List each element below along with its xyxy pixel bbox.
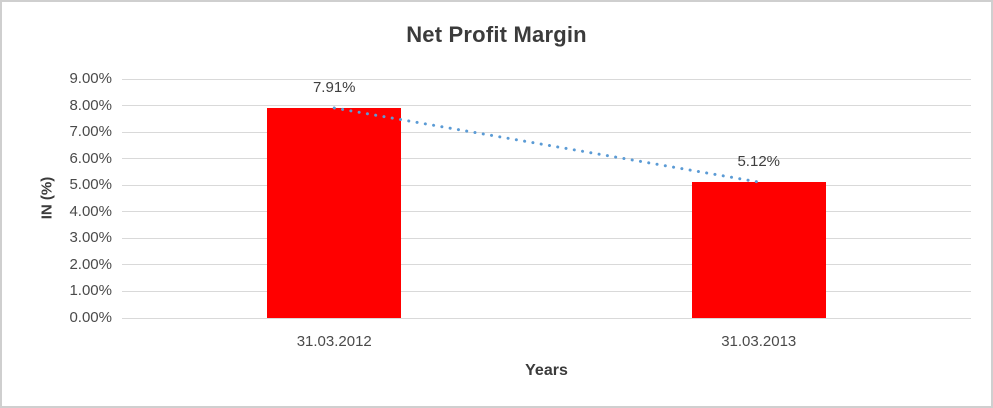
x-axis-title: Years	[525, 362, 568, 379]
gridline	[122, 237, 971, 239]
data-label: 5.12%	[737, 153, 781, 171]
y-tick-label: 9.00%	[69, 70, 112, 87]
y-tick-label: 6.00%	[69, 149, 112, 167]
y-tick-label: 2.00%	[69, 255, 112, 273]
trendline	[332, 106, 761, 184]
data-label: 7.91%	[312, 78, 356, 96]
gridline	[122, 78, 971, 80]
y-tick-label: 7.00%	[69, 123, 112, 141]
bar	[267, 107, 402, 318]
y-tick-label: 4.00%	[69, 202, 112, 220]
gridline	[122, 184, 971, 186]
plot-area	[122, 78, 971, 319]
x-tick-label: 31.03.2013	[721, 333, 797, 350]
gridline	[122, 264, 971, 266]
y-tick-label: 5.00%	[69, 176, 112, 194]
gridline	[122, 158, 971, 160]
chart-title: Net Profit Margin	[406, 22, 587, 47]
gridline	[122, 290, 971, 292]
y-tick-label: 8.00%	[69, 96, 112, 114]
y-tick-label: 3.00%	[69, 229, 112, 247]
x-tick-label: 31.03.2012	[296, 333, 372, 350]
y-tick-label: 0.00%	[69, 309, 112, 326]
gridline	[122, 131, 971, 133]
y-tick-label: 1.00%	[69, 282, 112, 300]
gridline	[122, 211, 971, 213]
gridline	[122, 105, 971, 107]
bar	[691, 182, 826, 318]
gridline	[122, 317, 971, 319]
